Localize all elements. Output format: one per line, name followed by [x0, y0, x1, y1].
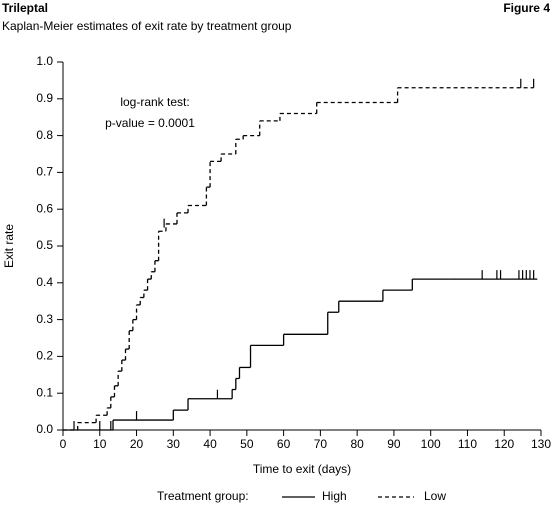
y-axis-label: Exit rate — [2, 224, 16, 268]
x-tick-label: 20 — [130, 437, 144, 451]
x-tick-label: 40 — [203, 437, 217, 451]
x-tick-label: 70 — [314, 437, 328, 451]
y-tick-label: 0.3 — [36, 312, 53, 326]
y-tick-label: 0.6 — [36, 201, 53, 215]
y-tick-label: 0.7 — [36, 165, 53, 179]
legend-label: High — [322, 489, 347, 503]
x-axis-label: Time to exit (days) — [253, 462, 351, 476]
y-tick-label: 0.5 — [36, 238, 53, 252]
chart-subtitle: Kaplan-Meier estimates of exit rate by t… — [2, 19, 292, 33]
y-tick-label: 0.9 — [36, 91, 53, 105]
legend-label: Low — [424, 489, 446, 503]
x-tick-label: 0 — [60, 437, 67, 451]
y-tick-label: 0.1 — [36, 385, 53, 399]
x-tick-label: 80 — [350, 437, 364, 451]
y-tick-label: 0.0 — [36, 422, 53, 436]
x-tick-label: 120 — [494, 437, 514, 451]
x-tick-label: 60 — [277, 437, 291, 451]
legend-title: Treatment group: — [157, 489, 249, 503]
annotation: log-rank test: — [120, 95, 189, 109]
x-tick-label: 100 — [421, 437, 441, 451]
annotation: p-value = 0.0001 — [105, 116, 195, 130]
x-tick-label: 10 — [93, 437, 107, 451]
x-tick-label: 130 — [531, 437, 551, 451]
x-tick-label: 30 — [167, 437, 181, 451]
y-tick-label: 0.2 — [36, 349, 53, 363]
y-tick-label: 0.4 — [36, 275, 53, 289]
y-tick-label: 1.0 — [36, 54, 53, 68]
x-tick-label: 50 — [240, 437, 254, 451]
x-tick-label: 110 — [458, 437, 477, 451]
figure-label: Figure 4 — [503, 1, 550, 15]
chart-title: Trileptal — [2, 1, 48, 15]
y-tick-label: 0.8 — [36, 128, 53, 142]
x-tick-label: 90 — [387, 437, 401, 451]
